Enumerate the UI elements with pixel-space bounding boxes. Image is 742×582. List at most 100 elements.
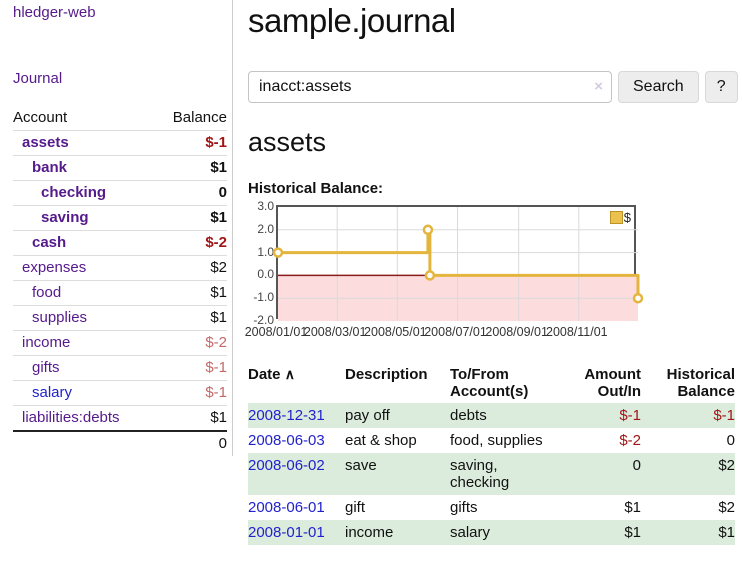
account-row: assets $-1	[13, 130, 227, 156]
account-balance: $1	[154, 205, 227, 231]
account-row: supplies $1	[13, 305, 227, 331]
legend-label: $	[623, 210, 631, 225]
transaction-amount: $1	[624, 499, 641, 516]
transaction-description: gift	[345, 499, 366, 516]
transaction-date-link[interactable]: 2008-06-01	[248, 499, 325, 516]
account-balance: $-2	[154, 330, 227, 356]
account-link[interactable]: supplies	[32, 309, 88, 326]
y-tick-label: 1.0	[257, 244, 274, 259]
transaction-date-link[interactable]: 2008-06-03	[248, 432, 325, 449]
page-title: sample.journal	[248, 2, 456, 39]
account-balance: $1	[154, 405, 227, 431]
account-cell: gifts	[13, 355, 155, 381]
register-header-balance: Historical Balance	[666, 366, 735, 400]
help-button[interactable]: ?	[704, 71, 738, 103]
account-cell: salary	[13, 380, 155, 406]
chart-plot-area[interactable]: $	[272, 205, 644, 321]
account-balance: $-1	[154, 355, 227, 381]
account-link[interactable]: salary	[32, 384, 73, 401]
transaction-description: eat & shop	[345, 432, 417, 449]
main-content: sample.journal × Search ? assets Histori…	[245, 0, 738, 545]
account-row: salary $-1	[13, 380, 227, 406]
transaction-amount: 0	[565, 453, 641, 495]
register-table: Date ∧ Description To/From Account(s) Am…	[248, 363, 735, 545]
transaction-date-cell: 2008-06-01	[248, 495, 345, 520]
search-input[interactable]	[248, 71, 612, 103]
date-header-label: Date	[248, 366, 281, 383]
register-header-date[interactable]: Date ∧	[248, 363, 345, 403]
account-cell: cash	[13, 230, 155, 256]
transaction-accounts: food, supplies	[450, 432, 543, 449]
account-balance: $1	[154, 155, 227, 181]
account-link[interactable]: income	[22, 334, 71, 351]
account-link[interactable]: liabilities:debts	[22, 409, 120, 426]
accounts-total-row: 0	[13, 430, 227, 456]
accounts-header-row: Account Balance	[13, 106, 227, 131]
transaction-row[interactable]: 2008-06-01 gift gifts $1 $2	[248, 495, 735, 520]
account-link[interactable]: checking	[41, 184, 107, 201]
account-heading: assets	[248, 127, 327, 157]
y-tick-label: 2.0	[257, 221, 274, 236]
transaction-row[interactable]: 2008-01-01 income salary $1 $1	[248, 520, 735, 545]
account-link[interactable]: saving	[41, 209, 89, 226]
transaction-description: save	[345, 453, 450, 495]
transaction-accounts: saving, checking	[450, 453, 565, 495]
accounts-total-value: 0	[154, 430, 227, 456]
account-cell: liabilities:debts	[13, 405, 155, 431]
transaction-date-cell: 2008-06-03	[248, 428, 345, 453]
x-tick-label: 2008/07/01	[424, 325, 487, 339]
transaction-date-link[interactable]: 2008-12-31	[248, 407, 325, 424]
accounts-table: Account Balance assets $-1 bank $1 check…	[13, 106, 227, 456]
search-form: × Search ?	[248, 71, 738, 103]
transaction-accounts: salary	[450, 520, 565, 545]
account-cell: expenses	[13, 255, 155, 281]
register-header-tofrom: To/From Account(s)	[450, 366, 529, 400]
x-tick-label: 2008/01/01	[244, 325, 308, 339]
clear-search-icon[interactable]: ×	[594, 78, 603, 95]
transaction-amount: $-1	[565, 403, 641, 428]
search-button[interactable]: Search	[618, 71, 699, 103]
transaction-row[interactable]: 2008-06-03 eat & shop food, supplies $-2…	[248, 428, 735, 453]
account-link[interactable]: food	[32, 284, 62, 301]
account-link[interactable]: bank	[32, 159, 68, 176]
account-row: expenses $2	[13, 255, 227, 281]
sort-ascending-icon: ∧	[284, 366, 295, 382]
y-tick-label: -2.0	[253, 313, 274, 327]
transaction-date-link[interactable]: 2008-01-01	[248, 524, 325, 541]
y-tick-label: 0.0	[257, 267, 274, 282]
sidebar-item-journal[interactable]: Journal	[13, 70, 63, 87]
transaction-date-cell: 2008-12-31	[248, 403, 345, 428]
transaction-row[interactable]: 2008-06-02 save saving, checking 0 $2	[248, 453, 735, 495]
account-balance: $-1	[154, 130, 227, 156]
account-row: liabilities:debts $1	[13, 405, 227, 431]
account-link[interactable]: expenses	[22, 259, 87, 276]
transaction-date-link[interactable]: 2008-06-02	[248, 457, 325, 474]
transaction-description: income	[345, 520, 450, 545]
x-tick-label: 2008/03/01	[303, 325, 367, 339]
app-title-link[interactable]: hledger-web	[13, 4, 96, 21]
account-row: saving $1	[13, 205, 227, 231]
account-balance: $1	[154, 280, 227, 306]
account-cell: checking	[13, 180, 155, 206]
account-link[interactable]: gifts	[32, 359, 60, 376]
account-cell: supplies	[13, 305, 155, 331]
balance-chart-plot-svg	[272, 207, 644, 321]
chart-x-axis-labels: 2008/01/01 2008/03/01 2008/05/01 2008/07/01…	[245, 325, 636, 341]
x-tick-label: 2008/11/01	[545, 325, 608, 339]
account-balance: $2	[154, 255, 227, 281]
transaction-row[interactable]: 2008-12-31 pay off debts $-1 $-1	[248, 403, 735, 428]
account-row: income $-2	[13, 330, 227, 356]
transaction-date-cell: 2008-06-02	[248, 453, 345, 495]
transaction-balance: $-1	[641, 403, 735, 428]
account-cell: food	[13, 280, 155, 306]
account-link[interactable]: cash	[32, 234, 67, 251]
account-cell: bank	[13, 155, 155, 181]
account-cell: assets	[13, 130, 155, 156]
accounts-header-balance: Balance	[172, 109, 227, 126]
account-cell: income	[13, 330, 155, 356]
account-link[interactable]: assets	[22, 134, 69, 151]
transaction-balance: $1	[641, 520, 735, 545]
legend-swatch-icon	[609, 211, 623, 224]
x-tick-label: 2008/09/01	[485, 325, 548, 339]
register-header-description: Description	[345, 366, 428, 383]
